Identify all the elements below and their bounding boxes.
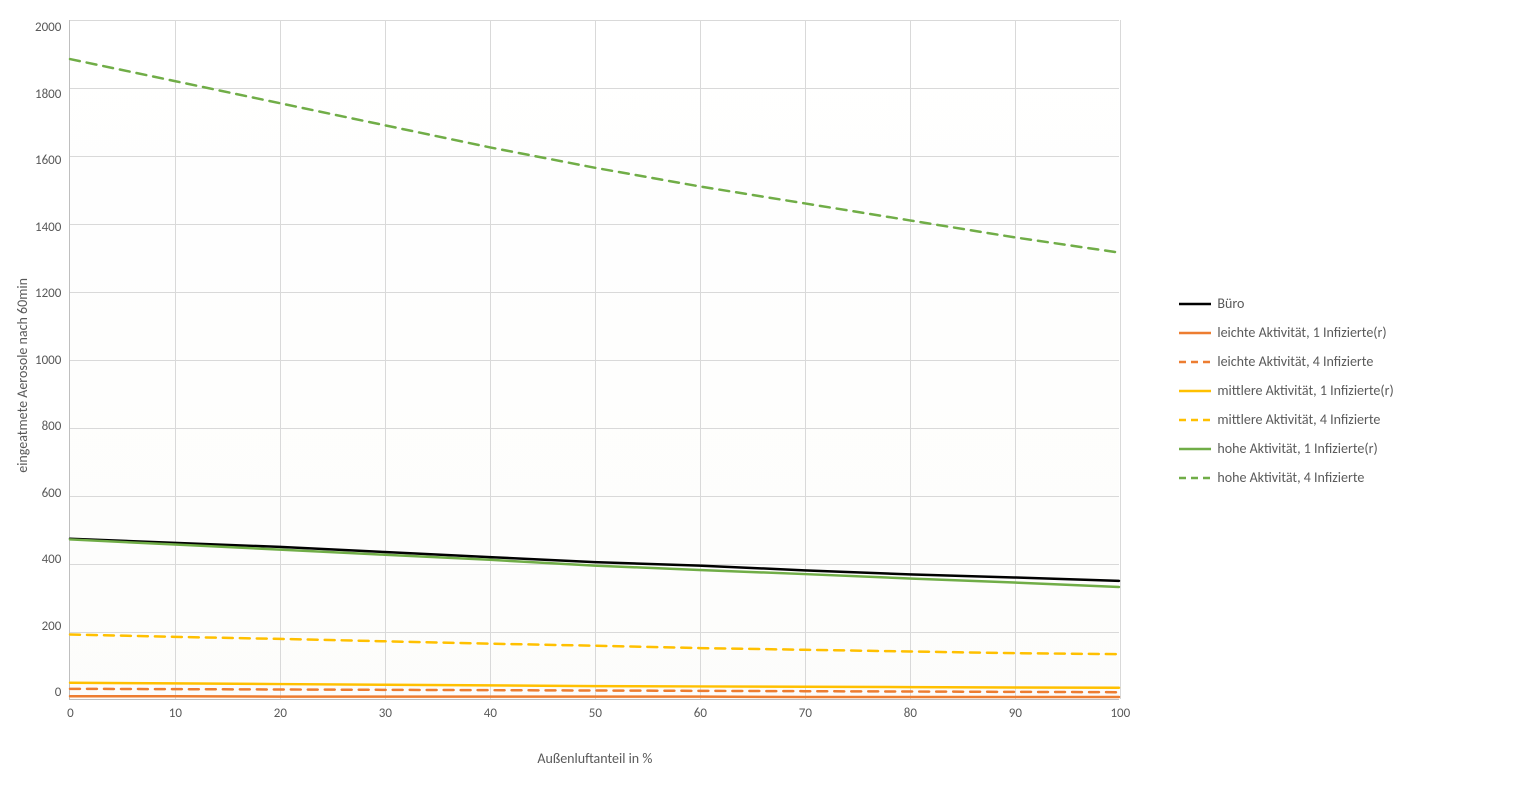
legend-label: hohe Aktivität, 1 Infizierte(r) [1217, 440, 1377, 457]
chart-container: eingeatmete Aerosole nach 60min 20001800… [10, 10, 1527, 801]
legend-item: mittlere Aktivität, 1 Infizierte(r) [1179, 382, 1393, 399]
series-line [70, 696, 1119, 697]
x-tick-label: 70 [799, 706, 812, 721]
y-tick-label: 800 [35, 419, 61, 434]
legend-item: leichte Aktivität, 1 Infizierte(r) [1179, 324, 1393, 341]
plot-wrapper: eingeatmete Aerosole nach 60min 20001800… [10, 10, 1119, 801]
legend-label: hohe Aktivität, 4 Infizierte [1217, 469, 1364, 486]
gridline-vertical [1120, 20, 1121, 699]
legend-swatch [1179, 471, 1211, 485]
series-line [70, 59, 1119, 253]
y-tick-label: 200 [35, 619, 61, 634]
x-tick-label: 0 [67, 706, 74, 721]
legend-label: mittlere Aktivität, 1 Infizierte(r) [1217, 382, 1393, 399]
legend-swatch [1179, 326, 1211, 340]
y-tick-label: 2000 [35, 20, 61, 35]
y-tick-label: 400 [35, 552, 61, 567]
chart-lines [70, 20, 1119, 699]
legend: Büro leichte Aktivität, 1 Infizierte(r) le… [1179, 295, 1393, 498]
y-tick-label: 1000 [35, 353, 61, 368]
legend-swatch [1179, 413, 1211, 427]
x-tick-label: 40 [484, 706, 497, 721]
legend-label: leichte Aktivität, 4 Infizierte [1217, 353, 1373, 370]
legend-item: mittlere Aktivität, 4 Infizierte [1179, 411, 1393, 428]
y-tick-label: 1400 [35, 220, 61, 235]
y-axis-label: eingeatmete Aerosole nach 60min [10, 278, 35, 473]
x-tick-label: 10 [169, 706, 182, 721]
legend-item: leichte Aktivität, 4 Infizierte [1179, 353, 1393, 370]
x-tick-label: 100 [1110, 706, 1130, 721]
y-axis-ticks: 2000180016001400120010008006004002000 [35, 20, 69, 700]
x-tick-label: 50 [589, 706, 602, 721]
x-axis-label: Außenluftanteil in % [70, 750, 1119, 767]
y-tick-label: 1200 [35, 286, 61, 301]
legend-swatch [1179, 442, 1211, 456]
legend-swatch [1179, 384, 1211, 398]
x-tick-label: 60 [694, 706, 707, 721]
legend-swatch [1179, 297, 1211, 311]
legend-item: hohe Aktivität, 4 Infizierte [1179, 469, 1393, 486]
legend-item: Büro [1179, 295, 1393, 312]
y-tick-label: 600 [35, 486, 61, 501]
x-axis-ticks: 0102030405060708090100 [70, 706, 1119, 736]
plot-area: 0102030405060708090100 Außenluftanteil i… [69, 20, 1119, 700]
series-line [70, 634, 1119, 654]
y-tick-label: 1800 [35, 87, 61, 102]
x-tick-label: 20 [274, 706, 287, 721]
legend-label: mittlere Aktivität, 4 Infizierte [1217, 411, 1380, 428]
x-tick-label: 90 [1009, 706, 1022, 721]
x-tick-label: 30 [379, 706, 392, 721]
legend-label: Büro [1217, 295, 1244, 312]
x-tick-label: 80 [904, 706, 917, 721]
series-line [70, 689, 1119, 692]
y-tick-label: 0 [35, 685, 61, 700]
legend-swatch [1179, 355, 1211, 369]
legend-label: leichte Aktivität, 1 Infizierte(r) [1217, 324, 1386, 341]
legend-item: hohe Aktivität, 1 Infizierte(r) [1179, 440, 1393, 457]
y-tick-label: 1600 [35, 153, 61, 168]
series-line [70, 683, 1119, 688]
series-line [70, 539, 1119, 581]
